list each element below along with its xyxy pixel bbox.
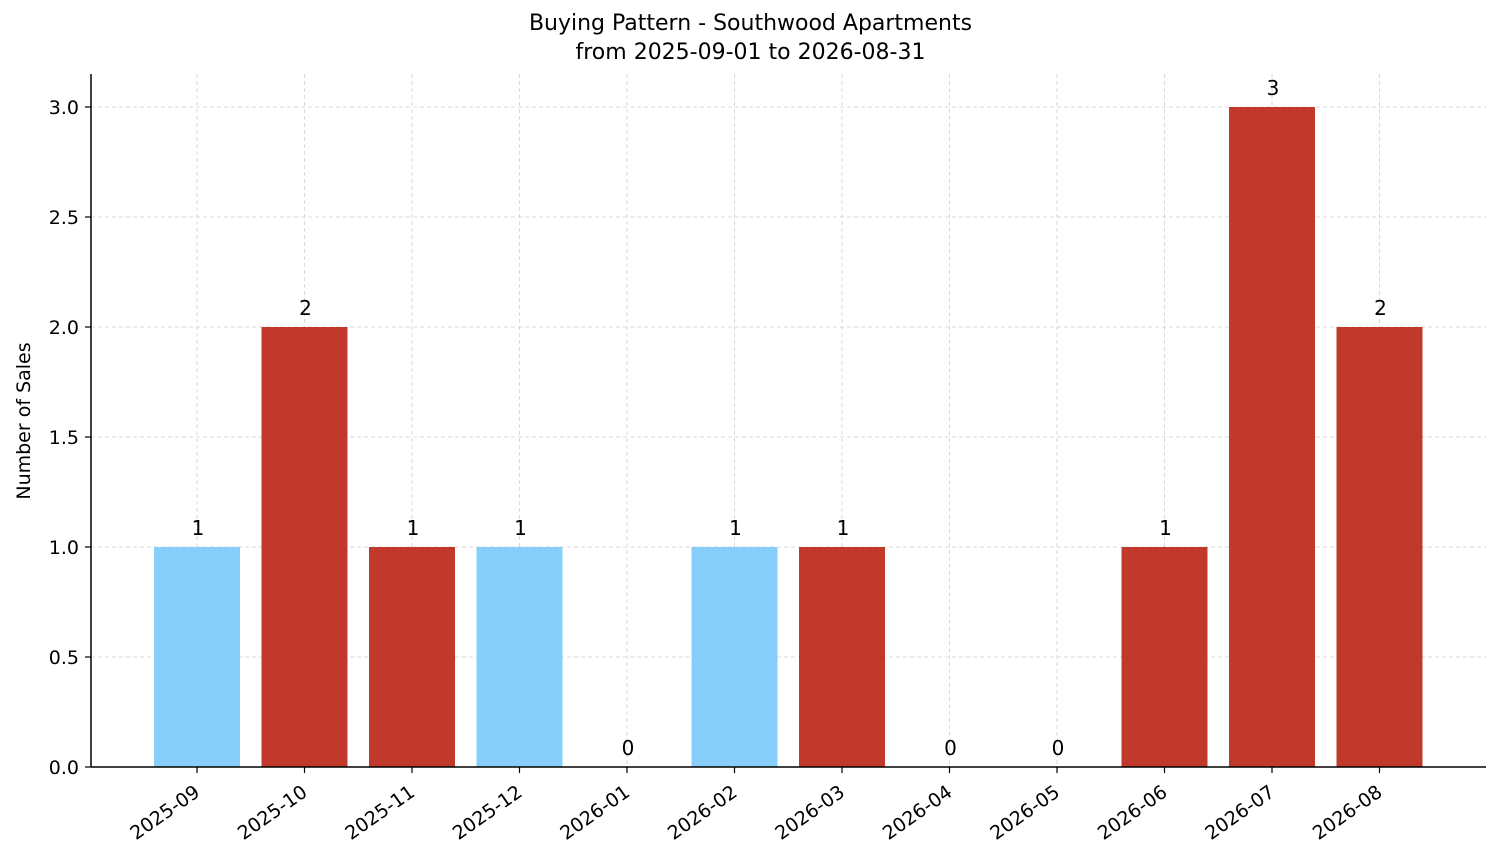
x-tick-label: 2026-06: [1094, 781, 1172, 845]
axes: [90, 74, 1486, 768]
y-tick-label: 2.5: [49, 207, 79, 229]
bar: [261, 327, 348, 767]
x-tick-label: 2025-10: [234, 781, 312, 845]
data-labels: 1 2 1 1 0 1 1 0 0 1 3 2: [192, 76, 1387, 760]
data-label: 1: [192, 516, 205, 540]
data-label: 0: [1052, 736, 1065, 760]
bar: [1121, 547, 1208, 767]
bar: [691, 547, 778, 767]
x-tick-label: 2026-03: [771, 781, 849, 845]
x-tick-label: 2026-07: [1201, 781, 1279, 845]
bar: [476, 547, 563, 767]
x-tick-label: 2025-09: [126, 781, 204, 845]
y-tick-label: 0.5: [49, 647, 79, 669]
y-axis-label: Number of Sales: [13, 342, 35, 499]
y-tick-label: 3.0: [49, 97, 79, 119]
data-label: 2: [1374, 296, 1387, 320]
data-label: 1: [729, 516, 742, 540]
chart-subtitle: from 2025-09-01 to 2026-08-31: [575, 40, 926, 65]
data-label: 1: [1159, 516, 1172, 540]
data-label: 2: [299, 296, 312, 320]
x-tick-label: 2025-12: [449, 781, 527, 845]
data-label: 1: [837, 516, 850, 540]
x-tick-label: 2025-11: [341, 781, 419, 845]
data-label: 1: [514, 516, 527, 540]
y-tick-label: 1.0: [49, 537, 79, 559]
data-label: 3: [1267, 76, 1280, 100]
x-tick-label: 2026-08: [1309, 781, 1387, 845]
bar: [1229, 107, 1315, 767]
x-tick-label: 2026-01: [556, 781, 634, 845]
bar: [799, 547, 885, 767]
x-ticks: 2025-09 2025-10 2025-11 2025-12 2026-01 2026-…: [126, 767, 1386, 845]
y-tick-label: 2.0: [49, 317, 79, 339]
y-tick-label: 1.5: [49, 427, 79, 449]
x-tick-label: 2026-02: [664, 781, 742, 845]
y-tick-label: 0.0: [49, 757, 79, 779]
data-label: 0: [622, 736, 635, 760]
bars: [154, 107, 1423, 767]
y-ticks: 0.0 0.5 1.0 1.5 2.0 2.5 3.0: [49, 97, 91, 779]
bar: [369, 547, 455, 767]
x-tick-label: 2026-04: [879, 781, 957, 845]
chart-title: Buying Pattern - Southwood Apartments: [528, 11, 973, 36]
data-label: 1: [407, 516, 420, 540]
bar: [154, 547, 240, 767]
data-label: 0: [944, 736, 957, 760]
x-tick-label: 2026-05: [986, 781, 1064, 845]
bar: [1336, 327, 1423, 767]
